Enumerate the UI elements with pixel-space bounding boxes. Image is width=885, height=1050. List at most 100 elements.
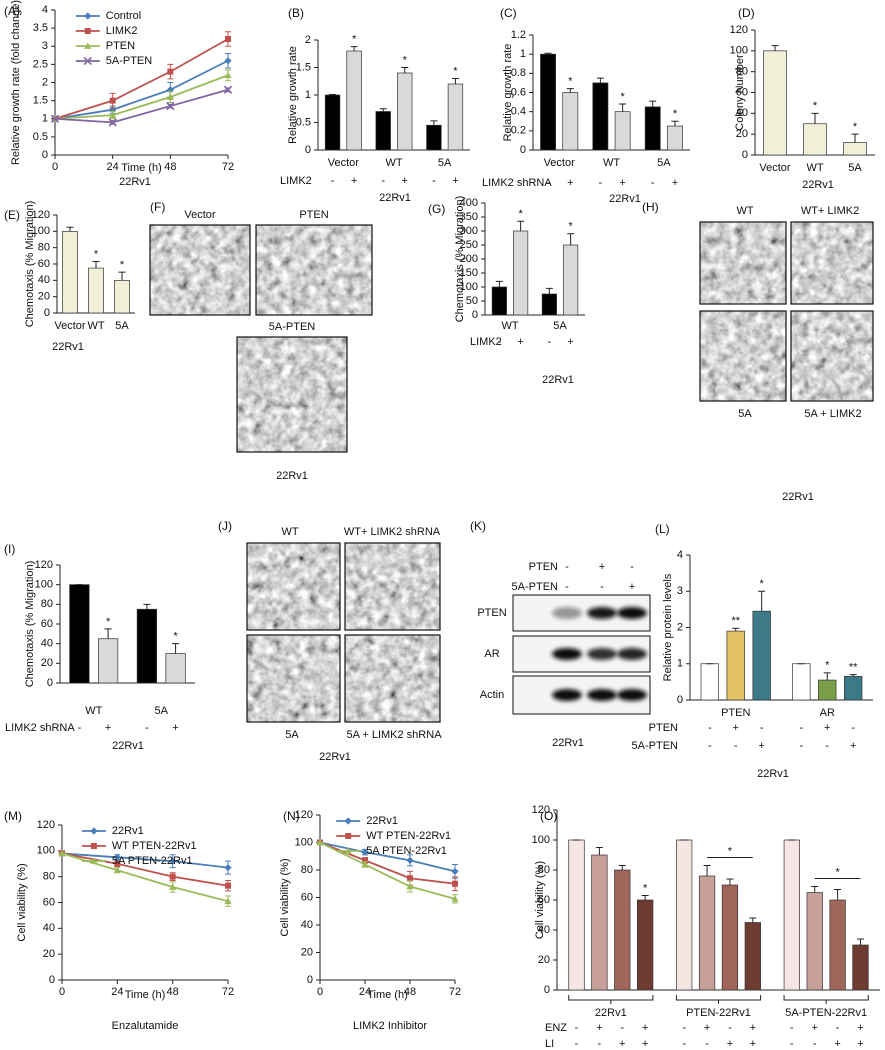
marker bbox=[361, 848, 369, 856]
x-tick-label: 72 bbox=[449, 986, 461, 998]
x-tick-label: Vector bbox=[328, 157, 360, 169]
y-tick-label: 0 bbox=[677, 694, 683, 706]
bar bbox=[447, 83, 464, 151]
y-tick-label: 0.6 bbox=[511, 86, 526, 98]
y-tick-label: 60 bbox=[43, 896, 55, 908]
marker bbox=[90, 857, 98, 864]
marker bbox=[224, 57, 232, 65]
condition-sign: + bbox=[758, 740, 764, 752]
bar bbox=[763, 50, 787, 156]
caption: 22Rv1 bbox=[112, 740, 144, 752]
y-tick-label: 2 bbox=[305, 34, 311, 46]
x-tick-label: 0 bbox=[59, 986, 65, 998]
image-label: WT+ LIMK2 bbox=[801, 205, 859, 217]
condition-label: 5A-PTEN bbox=[512, 581, 559, 593]
panel-label: (A) bbox=[4, 4, 20, 18]
marker bbox=[345, 833, 352, 839]
micrograph-frame bbox=[790, 221, 874, 305]
marker bbox=[451, 895, 459, 902]
marker bbox=[58, 849, 66, 857]
marker bbox=[50, 114, 60, 123]
micrograph-frame bbox=[246, 634, 341, 723]
condition-sign: - bbox=[630, 561, 634, 573]
condition-label: 5A-PTEN bbox=[632, 740, 679, 752]
series-line bbox=[319, 841, 456, 900]
panel-label: (B) bbox=[288, 6, 304, 20]
panel-label: (J) bbox=[218, 519, 232, 533]
error-bar bbox=[619, 103, 627, 112]
error-bar bbox=[350, 46, 358, 51]
error-bar bbox=[618, 865, 626, 870]
micrograph bbox=[345, 543, 440, 630]
condition-sign: + bbox=[567, 177, 573, 189]
y-tick-label: 1.2 bbox=[511, 29, 526, 41]
bar bbox=[540, 53, 556, 151]
panel-label: (K) bbox=[470, 519, 486, 533]
condition-sign: + bbox=[452, 175, 458, 187]
marker bbox=[225, 882, 231, 889]
y-tick-label: 4 bbox=[42, 4, 48, 16]
significance-label: * bbox=[728, 845, 733, 857]
panel-label: (G) bbox=[428, 202, 445, 216]
condition-sign: + bbox=[824, 722, 830, 734]
legend-label: 5A PTEN-22Rv1 bbox=[366, 845, 447, 857]
error-bar bbox=[811, 886, 819, 893]
y-tick-label: 20 bbox=[41, 657, 53, 669]
marker bbox=[166, 93, 174, 100]
image-label: WT bbox=[281, 526, 298, 538]
group-label: PTEN-22Rv1 bbox=[686, 1007, 751, 1019]
y-tick-label: 100 bbox=[37, 845, 55, 857]
x-tick-label: WT bbox=[87, 320, 104, 332]
micrograph bbox=[237, 337, 347, 452]
y-tick-label: 0.5 bbox=[296, 116, 311, 128]
blot-band bbox=[552, 607, 582, 619]
y-tick-label: 0 bbox=[44, 307, 50, 319]
y-tick-label: 20 bbox=[736, 128, 748, 140]
error-bar bbox=[143, 603, 151, 610]
significance-label: * bbox=[568, 76, 573, 88]
error-bar bbox=[545, 287, 553, 294]
y-axis-label: Cell viability (%) bbox=[16, 863, 28, 941]
condition-sign: - bbox=[708, 722, 712, 734]
error-bar bbox=[771, 45, 779, 51]
blot-band bbox=[617, 689, 647, 701]
marker bbox=[224, 71, 232, 79]
marker bbox=[109, 97, 116, 104]
condition-sign: + bbox=[351, 175, 357, 187]
condition-sign: - bbox=[799, 740, 803, 752]
condition-label: PTEN bbox=[529, 561, 558, 573]
significance-label: * bbox=[94, 248, 99, 260]
legend-label: 5A PTEN-22Rv1 bbox=[112, 855, 193, 867]
bar bbox=[591, 854, 608, 991]
condition-sign: + bbox=[567, 336, 573, 348]
condition-sign: - bbox=[498, 336, 502, 348]
error-bar bbox=[758, 590, 766, 612]
y-tick-label: 1 bbox=[677, 658, 683, 670]
x-axis-label: Time (h) bbox=[121, 162, 162, 174]
y-tick-label: 120 bbox=[32, 209, 50, 221]
y-tick-label: 4 bbox=[677, 549, 683, 561]
condition-sign: - bbox=[381, 175, 385, 187]
x-tick-label: Vector bbox=[54, 320, 86, 332]
blot-label: Actin bbox=[480, 689, 504, 701]
error-bar bbox=[596, 77, 604, 83]
error-bar bbox=[649, 100, 657, 107]
legend-label: LIMK2 bbox=[106, 25, 138, 37]
bar bbox=[844, 676, 863, 701]
marker bbox=[451, 867, 459, 875]
marker bbox=[224, 864, 232, 872]
x-tick-label: WT bbox=[603, 157, 620, 169]
condition-sign: + bbox=[727, 1038, 733, 1050]
caption: LIMK2 Inhibitor bbox=[353, 1020, 427, 1032]
bar bbox=[806, 892, 823, 991]
micrograph-frame bbox=[236, 336, 348, 453]
image-label: 5A + LIMK2 bbox=[804, 408, 861, 420]
series-line bbox=[54, 88, 229, 124]
y-tick-label: 0 bbox=[305, 144, 311, 156]
x-tick-label: AR bbox=[820, 707, 835, 719]
condition-sign: + bbox=[857, 1038, 863, 1050]
condition-sign: + bbox=[599, 561, 605, 573]
y-tick-label: 60 bbox=[41, 618, 53, 630]
y-tick-label: 0 bbox=[42, 149, 48, 161]
y-tick-label: 80 bbox=[301, 864, 313, 876]
